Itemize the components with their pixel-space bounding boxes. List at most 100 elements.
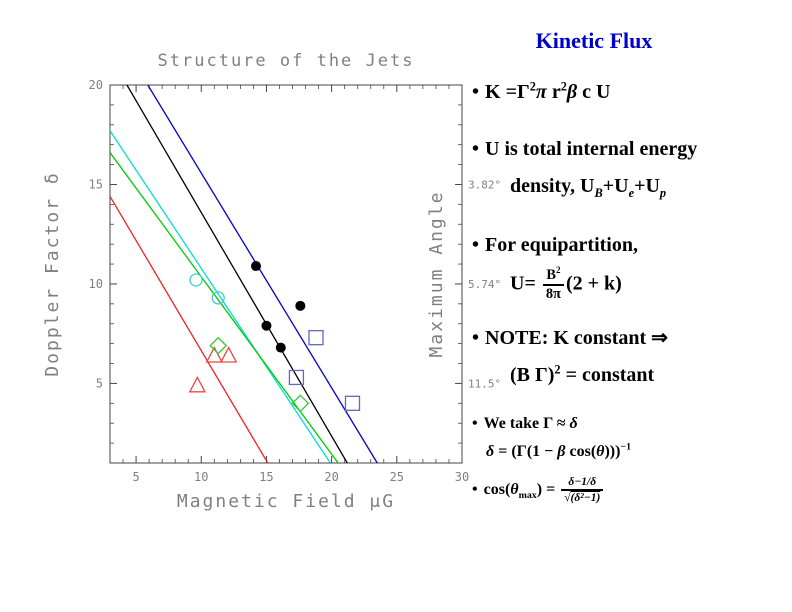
text-segment: = constant (560, 364, 655, 387)
text-segment: e (628, 186, 635, 200)
text-segment: p (659, 186, 667, 200)
y-tick-label: 5 (96, 376, 103, 390)
text-segment: 2 (529, 79, 536, 94)
series-open-diamonds (209, 336, 310, 413)
point-filled-circles (295, 300, 306, 311)
kinetic-flux-panel: Kinetic Flux • K =Γ2π r2β c U • U is total … (462, 28, 792, 504)
text-segment: π (535, 81, 547, 103)
point-open-triangles (188, 376, 207, 393)
text-segment: 2 (555, 265, 561, 276)
text-segment: θ (510, 481, 519, 498)
y-tick-label: 20 (89, 78, 103, 92)
bullet-marker: • (472, 81, 480, 103)
y2-tick-label: 3.82° (468, 178, 501, 191)
plot-frame (109, 84, 463, 464)
kinetic-flux-equation: • K =Γ2π r2β c U (472, 80, 792, 105)
x-tick-label: 15 (259, 470, 273, 484)
x-tick-label: 30 (455, 470, 469, 484)
point-open-circles (189, 273, 203, 287)
note-line1: • NOTE: K constant ⇒ (472, 326, 792, 351)
internal-energy-line1: • U is total internal energy (472, 137, 792, 162)
text-segment: ))) (604, 443, 621, 461)
text-segment: cos( (565, 443, 597, 461)
text-segment: r (546, 81, 561, 103)
point-open-squares (308, 330, 324, 346)
text-segment: For equipartition, (485, 234, 638, 256)
y-axis-label: Doppler Factor δ (42, 171, 63, 376)
line-black (126, 85, 348, 463)
point-filled-circles (261, 320, 272, 331)
bullet-marker: • (472, 234, 480, 256)
point-open-diamonds (291, 394, 310, 413)
text-segment: c U (577, 81, 611, 103)
point-filled-circles (251, 261, 262, 272)
x-tick-label: 5 (132, 470, 139, 484)
bullet-marker: • (472, 481, 478, 498)
text-segment: √ (564, 492, 571, 505)
text-segment: B (546, 267, 556, 283)
bullet-marker: • (472, 327, 480, 350)
text-segment: δ (569, 415, 578, 433)
series-filled-circles (251, 261, 306, 353)
text-segment: K =Γ (485, 81, 530, 103)
text-segment: 8π (545, 286, 561, 303)
text-segment: max (518, 490, 537, 502)
text-segment: density, U (510, 175, 595, 197)
text-segment: θ (596, 443, 605, 461)
series-open-squares (288, 330, 361, 411)
equipartition-line2: U= B2 8π (2 + k) (510, 265, 792, 302)
text-segment: δ (486, 443, 495, 461)
fraction-denominator: √(δ²−1) (561, 491, 603, 504)
panel-title: Kinetic Flux (535, 28, 653, 53)
cos-theta-max: • cos(θmax) = δ−1/δ √(δ²−1) (472, 476, 792, 504)
point-open-squares (288, 369, 305, 386)
internal-energy-line2: density, UB+Ue+Up (510, 174, 792, 199)
text-segment: +U (602, 175, 629, 197)
gamma-delta-line: • We take Γ ≈ δ (472, 414, 792, 434)
fraction-numerator: δ−1/δ (561, 476, 604, 492)
x-tick-label: 25 (390, 470, 404, 484)
text-segment: B (594, 186, 603, 200)
text-segment: (δ²−1) (570, 492, 601, 505)
x-tick-label: 20 (324, 470, 338, 484)
point-filled-circles (275, 342, 286, 353)
fraction-denominator: 8π (543, 286, 564, 302)
x-tick-label: 10 (194, 470, 208, 484)
text-segment: (2 + k) (565, 272, 622, 295)
note-line2: (B Γ)2 = constant (510, 363, 792, 388)
point-open-diamonds (209, 336, 228, 355)
point-open-triangles (219, 346, 238, 363)
doppler-definition: δ = (Γ(1 − β cos(θ)))−1 (486, 442, 792, 462)
trend-lines (110, 85, 378, 463)
y2-tick-label: 11.5° (468, 377, 501, 390)
bullet-marker: • (472, 415, 478, 433)
fraction: δ−1/δ √(δ²−1) (561, 476, 604, 504)
point-open-triangles (205, 346, 223, 363)
series-open-circles (189, 273, 225, 305)
point-open-squares (344, 395, 361, 411)
text-segment: cos( (483, 481, 511, 498)
equipartition-line1: • For equipartition, (472, 233, 792, 258)
text-segment: U is total internal energy (485, 138, 698, 160)
text-segment: NOTE: K constant ⇒ (485, 327, 668, 350)
series-open-triangles (188, 346, 238, 393)
text-segment: = (Γ(1 − (494, 443, 558, 461)
x-axis-label: Magnetic Field μG (177, 491, 395, 512)
line-cyan (110, 130, 331, 463)
jets-chart: Structure of the Jets 5 10 15 20 25 30 5 10 15 20 3… (30, 38, 510, 543)
y2-tick-label: 5.74° (468, 278, 501, 291)
text-segment: 2 (560, 79, 567, 94)
fraction: B2 8π (542, 265, 564, 302)
jets-chart-svg: Structure of the Jets 5 10 15 20 25 30 5 10 15 20 3… (42, 51, 501, 512)
text-segment: −1 (620, 441, 632, 453)
chart-title: Structure of the Jets (158, 51, 415, 71)
line-red (110, 196, 269, 463)
text-segment: U= (510, 272, 541, 295)
text-segment: (B Γ) (510, 364, 555, 387)
line-blue (147, 85, 378, 463)
y-tick-label: 10 (89, 277, 103, 291)
text-segment: β (557, 443, 566, 461)
text-segment: ) = (536, 481, 560, 498)
text-segment: +U (634, 175, 660, 197)
